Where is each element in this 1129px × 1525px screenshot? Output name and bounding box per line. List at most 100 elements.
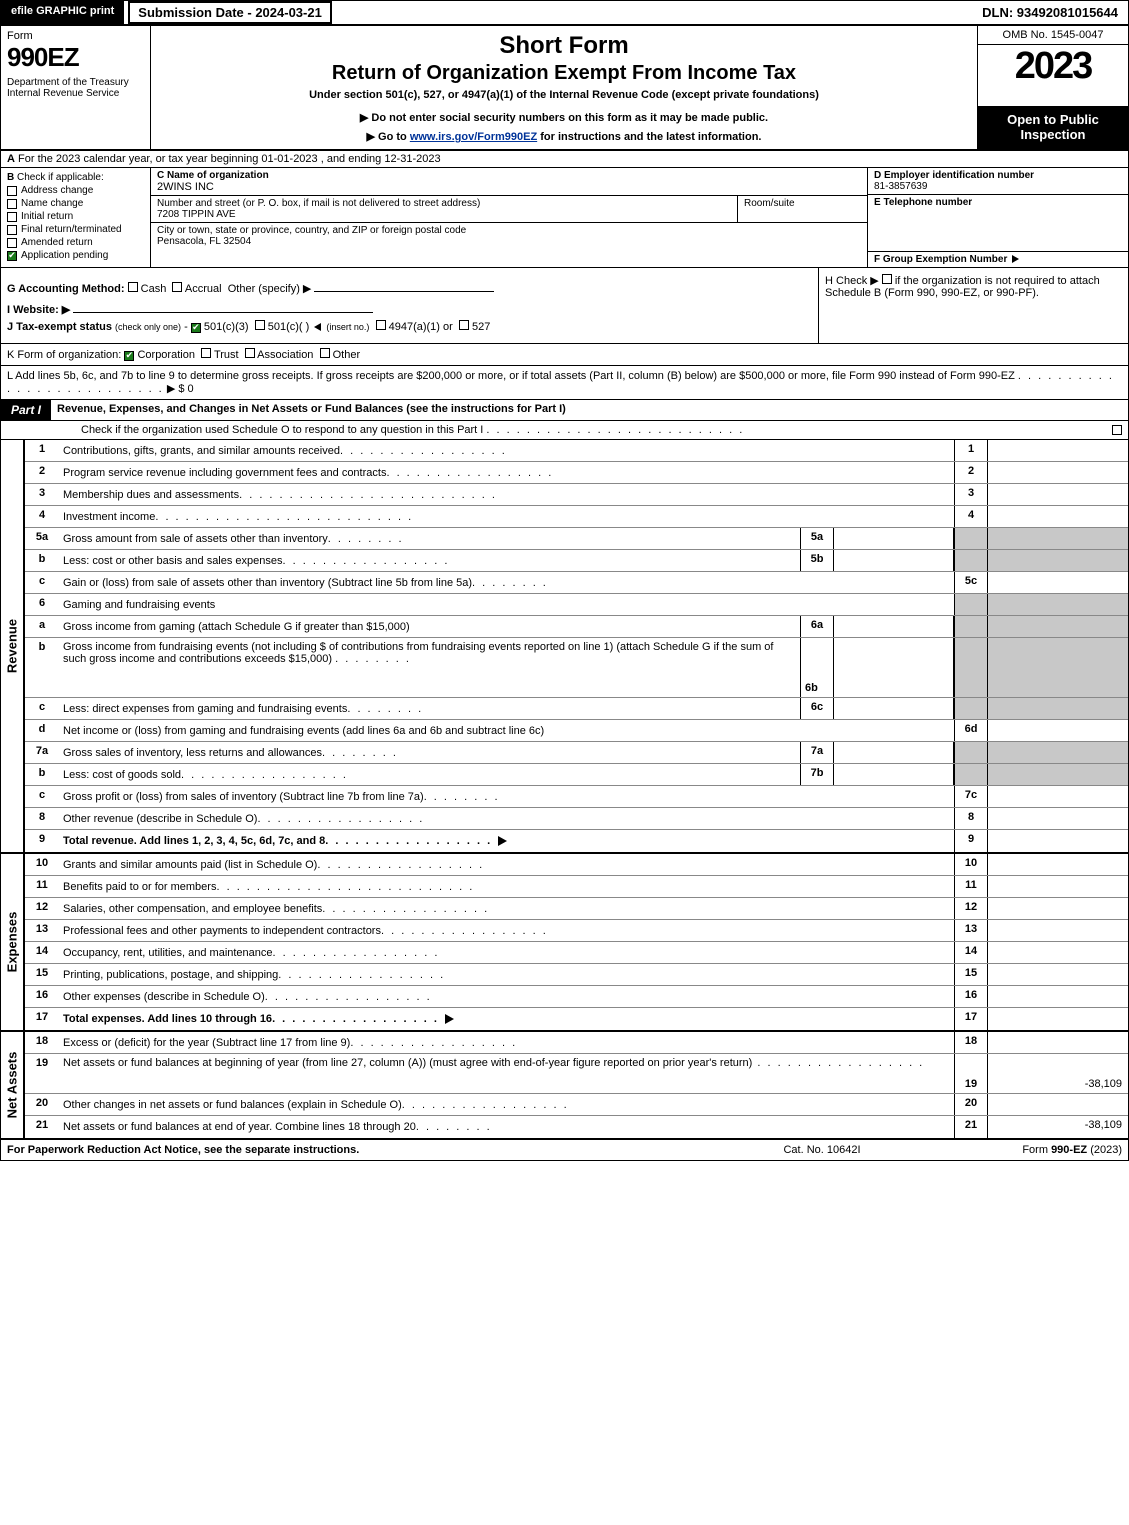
line-desc: Membership dues and assessments	[59, 484, 954, 505]
dots	[257, 813, 424, 825]
dots	[752, 1057, 924, 1069]
line-key: 21	[954, 1116, 988, 1138]
line-key-shaded	[954, 764, 988, 785]
chk-initial-return[interactable]: Initial return	[7, 211, 144, 222]
chk-address-change[interactable]: Address change	[7, 185, 144, 196]
checkbox-icon	[7, 199, 17, 209]
g-other-input[interactable]	[314, 278, 494, 292]
dots	[322, 903, 489, 915]
dots	[283, 555, 450, 567]
line-key: 12	[954, 898, 988, 919]
line-desc: Printing, publications, postage, and shi…	[59, 964, 954, 985]
desc-text: Total revenue. Add lines 1, 2, 3, 4, 5c,…	[63, 835, 325, 847]
street-address: 7208 TIPPIN AVE	[157, 209, 731, 220]
line-desc: Occupancy, rent, utilities, and maintena…	[59, 942, 954, 963]
top-bar: efile GRAPHIC print Submission Date - 20…	[1, 1, 1128, 26]
line-key: 11	[954, 876, 988, 897]
inset-val	[834, 550, 954, 571]
desc-text: Net assets or fund balances at beginning…	[63, 1057, 752, 1069]
checkbox-icon[interactable]	[320, 348, 330, 358]
line-key: 20	[954, 1094, 988, 1115]
desc-text: Investment income	[63, 511, 155, 523]
j-insert: (insert no.)	[326, 322, 369, 332]
form-subtitle: Under section 501(c), 527, or 4947(a)(1)…	[159, 89, 969, 101]
footer-form-ref: Form 990-EZ (2023)	[922, 1144, 1122, 1156]
line-num: b	[25, 550, 59, 571]
checkbox-icon	[7, 238, 17, 248]
line-desc: Salaries, other compensation, and employ…	[59, 898, 954, 919]
line-6b: b Gross income from fundraising events (…	[25, 638, 1128, 698]
checkbox-checked-icon[interactable]: ✔	[191, 323, 201, 333]
line-20: 20 Other changes in net assets or fund b…	[25, 1094, 1128, 1116]
omb-number: OMB No. 1545-0047	[978, 26, 1128, 45]
inset-val	[834, 528, 954, 549]
dots	[386, 467, 553, 479]
header-left: Form 990EZ Department of the Treasury In…	[1, 26, 151, 149]
j-small: (check only one)	[115, 322, 181, 332]
g-other: Other (specify) ▶	[228, 283, 312, 295]
chk-label: Name change	[21, 198, 83, 209]
dln: DLN: 93492081015644	[972, 1, 1128, 24]
efile-print-button[interactable]: efile GRAPHIC print	[1, 1, 124, 24]
column-def: D Employer identification number 81-3857…	[868, 168, 1128, 267]
arrow-icon	[1012, 255, 1019, 263]
short-form-title: Short Form	[159, 32, 969, 60]
chk-label: Initial return	[21, 211, 73, 222]
line-value	[988, 808, 1128, 829]
checkbox-icon[interactable]	[1112, 425, 1122, 435]
k-corp: Corporation	[137, 349, 194, 361]
chk-final-return[interactable]: Final return/terminated	[7, 224, 144, 235]
line-19: 19 Net assets or fund balances at beginn…	[25, 1054, 1128, 1094]
checkbox-icon[interactable]	[255, 320, 265, 330]
net-assets-section: Net Assets 18 Excess or (deficit) for th…	[1, 1032, 1128, 1140]
i-label: I Website: ▶	[7, 304, 70, 316]
line-num: d	[25, 720, 59, 741]
checkbox-icon[interactable]	[245, 348, 255, 358]
line-value-shaded	[988, 594, 1128, 615]
checkbox-icon[interactable]	[201, 348, 211, 358]
inset-key: 5a	[800, 528, 834, 549]
line-key: 8	[954, 808, 988, 829]
chk-name-change[interactable]: Name change	[7, 198, 144, 209]
checkbox-icon[interactable]	[882, 274, 892, 284]
checkbox-icon	[7, 186, 17, 196]
part1-badge-wrap: Part I	[1, 400, 51, 420]
line-num: 11	[25, 876, 59, 897]
chk-application-pending[interactable]: ✔Application pending	[7, 250, 144, 261]
g-label: G Accounting Method:	[7, 283, 125, 295]
line-value	[988, 1032, 1128, 1053]
checkbox-icon[interactable]	[172, 282, 182, 292]
street-block: Number and street (or P. O. box, if mail…	[151, 196, 737, 223]
city-state-zip: Pensacola, FL 32504	[157, 236, 861, 247]
check-if-applicable: Check if applicable:	[17, 172, 104, 183]
checkbox-icon[interactable]	[128, 282, 138, 292]
room-label: Room/suite	[744, 198, 861, 209]
desc-text: Printing, publications, postage, and shi…	[63, 969, 278, 981]
irs-link[interactable]: www.irs.gov/Form990EZ	[410, 131, 537, 143]
line-9: 9 Total revenue. Add lines 1, 2, 3, 4, 5…	[25, 830, 1128, 852]
spacer	[332, 1, 972, 24]
label-b: B	[7, 172, 14, 183]
desc-text: Gain or (loss) from sale of assets other…	[63, 577, 472, 589]
checkbox-icon[interactable]	[459, 320, 469, 330]
inset-val	[834, 638, 954, 697]
chk-amended-return[interactable]: Amended return	[7, 237, 144, 248]
line-num: 18	[25, 1032, 59, 1053]
j-527: 527	[472, 321, 490, 333]
line-3: 3 Membership dues and assessments 3	[25, 484, 1128, 506]
line-key: 3	[954, 484, 988, 505]
line-value	[988, 830, 1128, 852]
l-label: L	[7, 370, 13, 382]
column-h: H Check ▶ if the organization is not req…	[818, 268, 1128, 343]
checkbox-checked-icon[interactable]: ✔	[124, 351, 134, 361]
website-input[interactable]	[73, 299, 373, 313]
line-10: 10 Grants and similar amounts paid (list…	[25, 854, 1128, 876]
city-label: City or town, state or province, country…	[157, 225, 861, 236]
inset-key: 6b	[800, 638, 834, 697]
form-number: 990EZ	[7, 42, 144, 73]
line-value	[988, 484, 1128, 505]
line-value	[988, 1008, 1128, 1030]
line-value	[988, 506, 1128, 527]
checkbox-icon[interactable]	[376, 320, 386, 330]
inset-key: 6c	[800, 698, 834, 719]
